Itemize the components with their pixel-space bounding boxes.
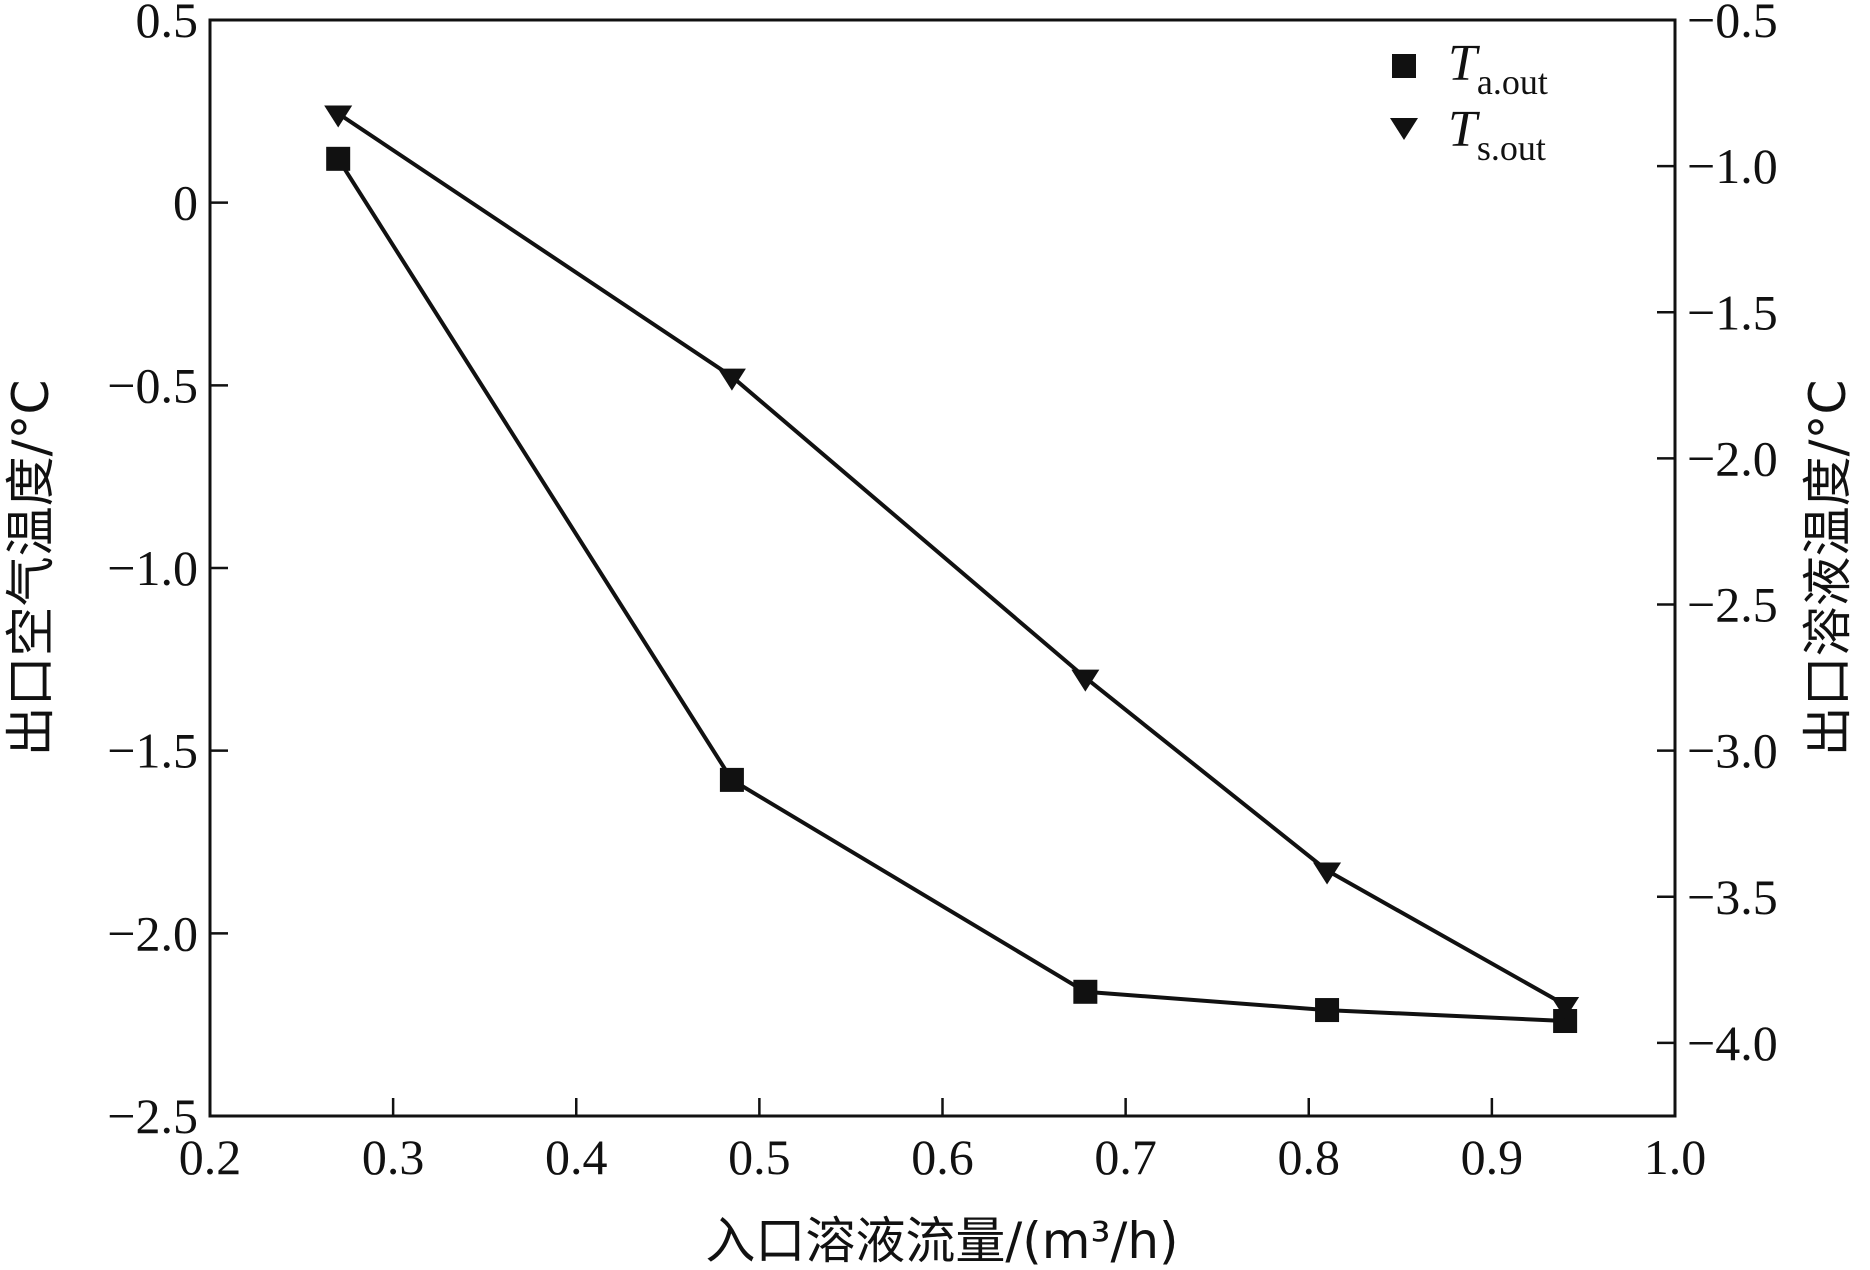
left-y-tick-label: −1.5 [107, 723, 198, 779]
right-y-tick-label: −1.5 [1687, 284, 1778, 340]
data-point-triangle [717, 368, 746, 391]
data-point-triangle [1313, 862, 1342, 885]
legend: Ta.out Ts.out [1390, 35, 1548, 168]
right-y-tick-label: −2.0 [1687, 430, 1778, 486]
x-tick-label: 0.2 [179, 1129, 242, 1185]
right-y-tick-label: −3.5 [1687, 869, 1778, 925]
x-axis-ticks: 0.2 0.3 0.4 0.5 0.6 0.7 0.8 0.9 1.0 [179, 1098, 1707, 1185]
left-y-axis-ticks: 0.5 0 −0.5 −1.0 −1.5 −2.0 −2.5 [107, 0, 228, 1144]
data-point-triangle [1071, 669, 1100, 692]
data-point-triangle [324, 105, 353, 128]
x-tick-label: 0.5 [728, 1129, 791, 1185]
series-line [336, 157, 1566, 1023]
x-tick-label: 0.9 [1461, 1129, 1524, 1185]
x-tick-label: 1.0 [1644, 1129, 1707, 1185]
right-y-axis-title: 出口溶液温度/°C [1799, 380, 1857, 757]
legend-symbol: T [1448, 35, 1480, 92]
right-y-tick-label: −3.0 [1687, 723, 1778, 779]
right-y-axis-ticks: −0.5 −1.0 −1.5 −2.0 −2.5 −3.0 −3.5 −4.0 [1657, 0, 1778, 1071]
data-point-square [719, 767, 744, 792]
x-tick-label: 0.8 [1278, 1129, 1341, 1185]
left-y-tick-label: 0 [173, 175, 198, 231]
data-point-square [1073, 979, 1098, 1004]
legend-marker-triangle [1390, 118, 1418, 140]
data-point-square [326, 146, 351, 171]
right-y-tick-label: −4.0 [1687, 1015, 1778, 1071]
svg-text:Ts.out: Ts.out [1448, 101, 1546, 168]
legend-marker-square [1392, 54, 1416, 78]
legend-symbol: T [1448, 101, 1480, 158]
left-y-tick-label: −0.5 [107, 357, 198, 413]
right-y-tick-label: −0.5 [1687, 0, 1778, 48]
left-y-tick-label: 0.5 [136, 0, 199, 48]
left-y-axis-title: 出口空气温度/°C [2, 380, 60, 757]
series-line [337, 111, 1567, 1007]
left-y-tick-label: −2.5 [107, 1088, 198, 1144]
data-point-triangle [1551, 996, 1580, 1019]
legend-subscript: s.out [1477, 128, 1546, 168]
right-y-tick-label: −2.5 [1687, 577, 1778, 633]
legend-subscript: a.out [1477, 62, 1548, 102]
x-axis-title: 入口溶液流量/(m³/h) [705, 1212, 1178, 1270]
x-tick-label: 0.7 [1094, 1129, 1157, 1185]
x-tick-label: 0.6 [911, 1129, 974, 1185]
data-point-square [1315, 998, 1340, 1023]
x-tick-label: 0.4 [545, 1129, 608, 1185]
x-tick-label: 0.3 [362, 1129, 425, 1185]
plot-frame [208, 18, 1677, 1118]
right-y-tick-label: −1.0 [1687, 138, 1778, 194]
svg-text:Ta.out: Ta.out [1448, 35, 1548, 102]
series-layer [324, 105, 1580, 1034]
left-y-tick-label: −1.0 [107, 540, 198, 596]
left-y-tick-label: −2.0 [107, 905, 198, 961]
